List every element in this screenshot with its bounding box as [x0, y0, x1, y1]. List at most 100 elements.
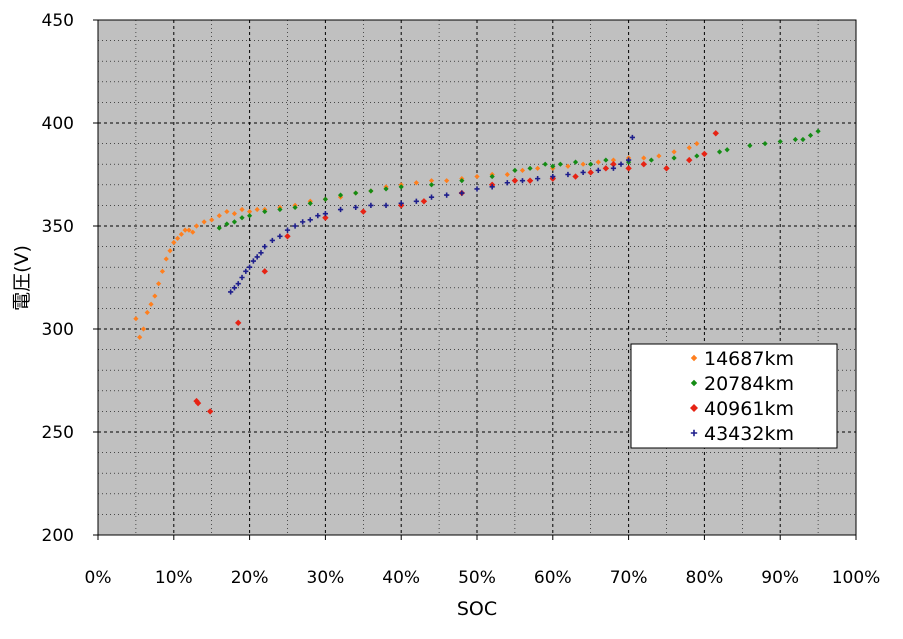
- data-point: [247, 264, 253, 270]
- data-point: [519, 167, 526, 173]
- data-point: [353, 204, 359, 211]
- data-point: [671, 149, 677, 155]
- data-point: [216, 213, 222, 219]
- data-point: [629, 134, 635, 141]
- x-tick-label: 30%: [307, 568, 345, 588]
- data-point: [235, 319, 242, 327]
- data-point: [277, 206, 283, 213]
- data-point: [194, 399, 202, 407]
- data-point: [228, 289, 234, 295]
- data-point: [550, 163, 556, 169]
- data-point: [307, 200, 313, 206]
- data-point: [140, 326, 147, 332]
- data-point: [641, 155, 647, 161]
- data-point: [383, 186, 389, 192]
- data-point: [247, 208, 253, 215]
- data-point: [368, 188, 374, 194]
- data-point: [315, 213, 321, 219]
- series-20784km: [216, 128, 821, 231]
- data-point: [807, 132, 814, 138]
- data-point: [144, 309, 150, 316]
- data-point: [663, 165, 670, 172]
- grid-major: [98, 20, 856, 535]
- data-point: [686, 156, 693, 164]
- data-point: [459, 190, 465, 196]
- data-point: [535, 165, 541, 171]
- data-point: [261, 268, 268, 275]
- data-point: [235, 281, 241, 287]
- data-point: [182, 227, 188, 233]
- data-point: [618, 161, 624, 167]
- data-point: [206, 408, 214, 415]
- x-axis-ticks: 0% 10% 20% 30% 40% 50% 60% 70% 80% 90% 100%: [85, 535, 880, 588]
- data-point: [337, 206, 344, 213]
- data-point: [565, 163, 571, 169]
- data-point: [231, 211, 238, 217]
- data-point: [542, 161, 548, 167]
- data-point: [640, 161, 647, 168]
- data-point: [250, 258, 256, 264]
- x-tick-label: 10%: [155, 568, 193, 588]
- data-point: [588, 161, 594, 167]
- data-point: [459, 178, 465, 184]
- data-point: [284, 233, 291, 240]
- x-tick-label: 40%: [382, 568, 420, 588]
- data-point: [712, 130, 719, 137]
- data-point: [610, 157, 617, 163]
- data-point: [307, 217, 313, 223]
- data-point: [526, 177, 534, 184]
- data-point: [512, 167, 518, 173]
- legend-marker: [690, 379, 698, 387]
- data-point: [815, 128, 821, 134]
- data-point: [595, 167, 601, 173]
- data-point: [557, 161, 563, 167]
- data-point: [519, 178, 526, 184]
- data-point: [603, 157, 609, 163]
- data-point: [254, 206, 260, 213]
- data-point: [413, 198, 419, 204]
- data-point: [171, 239, 177, 246]
- data-point: [550, 173, 556, 180]
- series-43432km: [228, 134, 635, 295]
- data-point: [247, 213, 253, 219]
- data-point: [159, 268, 166, 274]
- data-point: [800, 136, 806, 143]
- data-point: [174, 235, 181, 241]
- data-points: [133, 128, 821, 415]
- legend-marker: [690, 354, 698, 362]
- data-point: [239, 215, 245, 221]
- data-point: [572, 159, 579, 165]
- data-point: [231, 285, 238, 291]
- data-point: [277, 233, 283, 239]
- data-point: [504, 180, 510, 186]
- data-point: [489, 184, 495, 190]
- data-point: [762, 141, 768, 147]
- data-point: [148, 301, 154, 307]
- data-point: [535, 176, 541, 182]
- data-point: [360, 208, 367, 215]
- legend-label: 43432km: [704, 423, 794, 445]
- data-point: [224, 208, 230, 215]
- data-point: [511, 177, 519, 184]
- data-point: [201, 219, 207, 225]
- data-point: [656, 153, 662, 159]
- data-point: [209, 217, 215, 223]
- data-point: [648, 157, 654, 163]
- data-point: [322, 211, 328, 217]
- data-point: [527, 165, 533, 171]
- data-point: [626, 157, 632, 163]
- data-point: [300, 219, 306, 225]
- data-point: [701, 150, 708, 158]
- data-point: [610, 161, 617, 168]
- data-point: [178, 231, 184, 237]
- data-point: [383, 202, 389, 208]
- data-point: [193, 223, 200, 229]
- data-point: [292, 223, 298, 229]
- data-point: [292, 204, 298, 211]
- data-point: [444, 192, 450, 198]
- y-tick-label: 250: [42, 423, 74, 443]
- data-point: [216, 225, 222, 231]
- data-point: [231, 219, 238, 225]
- data-point: [565, 171, 571, 178]
- data-point: [428, 182, 435, 188]
